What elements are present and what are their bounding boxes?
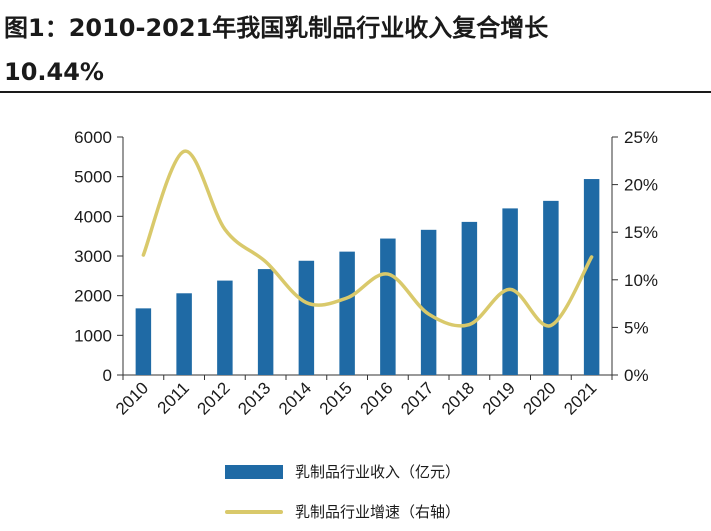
x-tick-label: 2020 [520, 378, 560, 418]
bar [135, 308, 152, 375]
chart-title-line2: 10.44% [4, 58, 104, 86]
y-right-tick-label: 20% [624, 176, 658, 195]
growth-point [264, 260, 267, 263]
bar [502, 208, 518, 375]
growth-point [427, 312, 430, 316]
legend-bar-label: 乳制品行业收入（亿元） [295, 463, 461, 481]
y-left-tick-label: 3000 [74, 247, 112, 266]
y-right-tick-label: 25% [624, 128, 658, 147]
y-left-tick-label: 5000 [74, 168, 112, 187]
y-right-tick-label: 10% [624, 271, 658, 290]
x-tick-label: 2016 [357, 378, 397, 418]
growth-point [142, 253, 145, 257]
x-tick-label: 2012 [194, 378, 234, 418]
growth-point [345, 296, 349, 300]
legend-line-label: 乳制品行业增速（右轴） [295, 503, 461, 521]
y-right-tick-label: 0% [624, 366, 649, 385]
bar [583, 179, 600, 375]
y-left-tick-label: 6000 [74, 128, 112, 147]
bar [543, 200, 559, 375]
chart-title-line1: 图1：2010-2021年我国乳制品行业收入复合增长 [4, 14, 549, 42]
legend-item-bar: 乳制品行业收入（亿元） [225, 461, 460, 482]
growth-line [141, 149, 594, 328]
y-left-tick-label: 0 [103, 366, 112, 385]
legend-bar-swatch [225, 464, 283, 479]
legend-line-swatch [225, 509, 283, 514]
growth-point [508, 288, 512, 291]
growth-point [590, 255, 593, 259]
bar [257, 269, 274, 375]
title-divider [0, 91, 711, 93]
bar [176, 293, 192, 375]
bar [420, 229, 437, 375]
bar [380, 238, 396, 375]
growth-point [182, 150, 186, 153]
y-right-tick-label: 5% [624, 318, 649, 337]
bar [217, 280, 233, 375]
x-tick-label: 2015 [316, 378, 356, 418]
x-tick-label: 2011 [154, 378, 193, 417]
x-tick-label: 2021 [560, 378, 600, 418]
x-tick-label: 2014 [275, 378, 315, 418]
bar [298, 260, 315, 375]
growth-point [468, 323, 471, 326]
y-left-tick-label: 1000 [74, 326, 112, 345]
chart-title: 图1：2010-2021年我国乳制品行业收入复合增长 10.44% [4, 6, 704, 94]
growth-point [305, 301, 308, 304]
x-tick-label: 2010 [112, 378, 152, 418]
growth-point [386, 272, 390, 276]
legend-item-line: 乳制品行业增速（右轴） [225, 501, 460, 522]
y-left-tick-label: 2000 [74, 287, 112, 306]
y-right-tick-label: 15% [624, 223, 658, 242]
x-tick-label: 2018 [438, 378, 478, 418]
growth-point [549, 324, 553, 327]
x-tick-label: 2019 [479, 378, 519, 418]
y-left-tick-label: 4000 [74, 207, 112, 226]
x-tick-label: 2013 [234, 378, 274, 418]
x-tick-label: 2017 [397, 378, 437, 418]
bar [339, 251, 355, 375]
growth-point [223, 228, 227, 231]
bar [461, 221, 478, 375]
